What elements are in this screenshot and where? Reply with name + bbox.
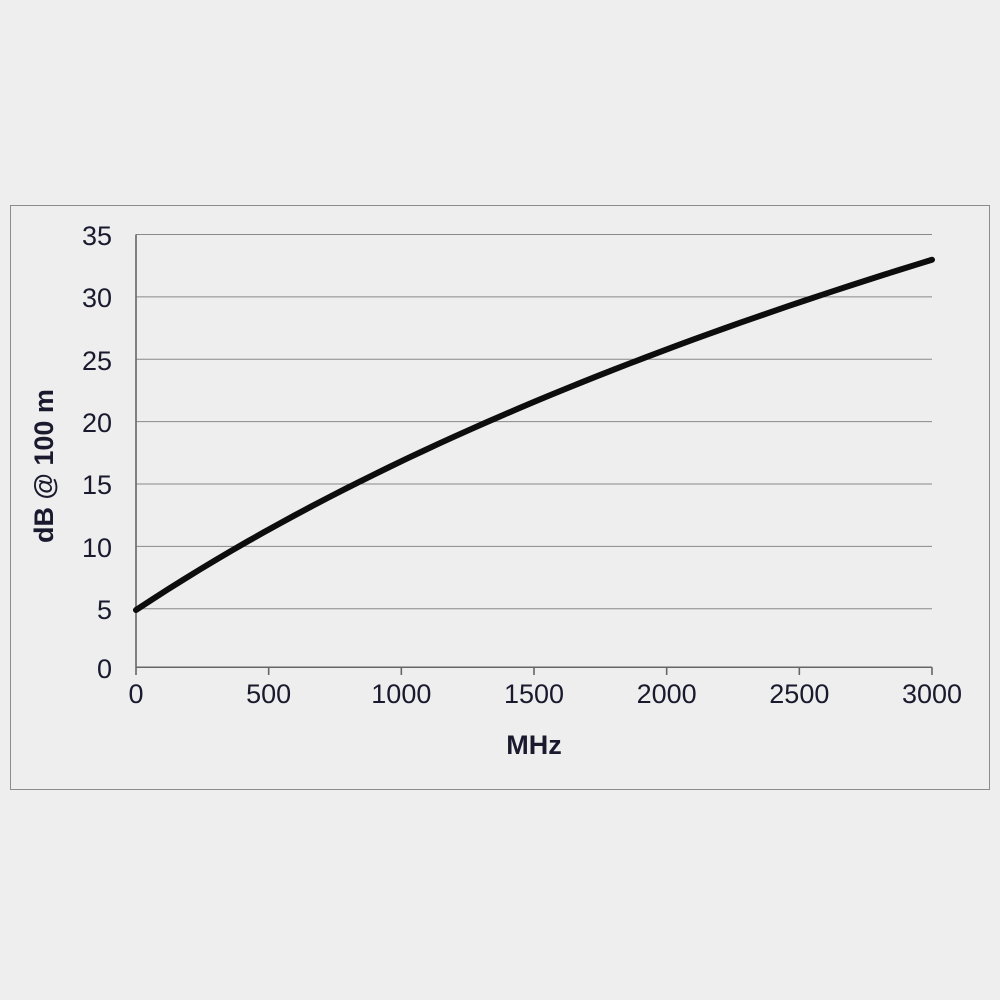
svg-text:0: 0 <box>97 654 112 684</box>
svg-text:35: 35 <box>82 221 112 251</box>
svg-text:30: 30 <box>82 283 112 313</box>
svg-text:2000: 2000 <box>637 679 697 709</box>
svg-text:5: 5 <box>97 595 112 625</box>
svg-text:25: 25 <box>82 346 112 376</box>
svg-text:20: 20 <box>82 408 112 438</box>
svg-text:0: 0 <box>128 679 143 709</box>
svg-text:3000: 3000 <box>902 679 962 709</box>
svg-text:1500: 1500 <box>504 679 564 709</box>
svg-text:2500: 2500 <box>769 679 829 709</box>
svg-text:15: 15 <box>82 470 112 500</box>
svg-text:dB @ 100 m: dB @ 100 m <box>29 389 59 543</box>
svg-text:10: 10 <box>82 533 112 563</box>
svg-text:500: 500 <box>246 679 291 709</box>
svg-text:MHz: MHz <box>506 730 562 760</box>
svg-text:1000: 1000 <box>371 679 431 709</box>
